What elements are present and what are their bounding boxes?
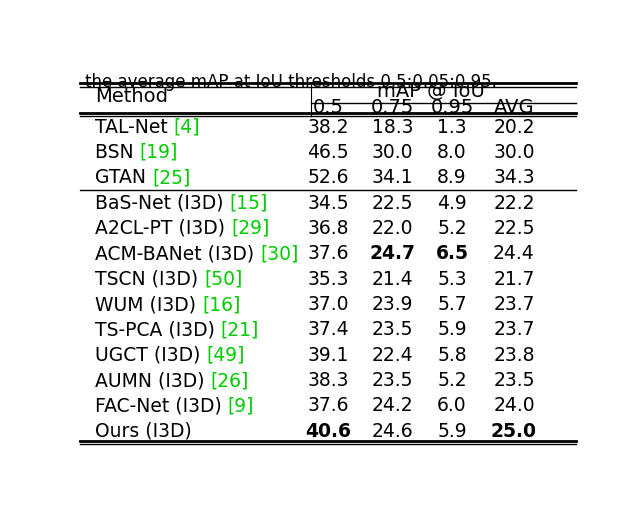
Text: 35.3: 35.3 [307, 270, 349, 289]
Text: 24.0: 24.0 [493, 397, 535, 415]
Text: 34.1: 34.1 [372, 168, 413, 187]
Text: 5.9: 5.9 [437, 320, 467, 339]
Text: 34.3: 34.3 [493, 168, 535, 187]
Text: 0.95: 0.95 [430, 98, 474, 117]
Text: BSN: BSN [95, 143, 140, 162]
Text: 52.6: 52.6 [307, 168, 349, 187]
Text: 5.3: 5.3 [437, 270, 467, 289]
Text: 23.8: 23.8 [493, 346, 535, 365]
Text: TS-PCA (I3D): TS-PCA (I3D) [95, 320, 221, 339]
Text: 5.8: 5.8 [437, 346, 467, 365]
Text: 21.7: 21.7 [493, 270, 535, 289]
Text: [19]: [19] [140, 143, 178, 162]
Text: 23.5: 23.5 [493, 371, 535, 390]
Text: 4.9: 4.9 [437, 194, 467, 212]
Text: 0.75: 0.75 [371, 98, 414, 117]
Text: 18.3: 18.3 [372, 117, 413, 136]
Text: AVG: AVG [493, 98, 534, 117]
Text: 39.1: 39.1 [307, 346, 349, 365]
Text: 21.4: 21.4 [372, 270, 413, 289]
Text: TAL-Net: TAL-Net [95, 117, 173, 136]
Text: 24.7: 24.7 [369, 244, 415, 263]
Text: ACM-BANet (I3D): ACM-BANet (I3D) [95, 244, 260, 263]
Text: 30.0: 30.0 [493, 143, 535, 162]
Text: Method: Method [95, 87, 168, 106]
Text: 22.4: 22.4 [372, 346, 413, 365]
Text: 22.5: 22.5 [493, 219, 535, 238]
Text: the average mAP at IoU thresholds 0.5:0.05:0.95.: the average mAP at IoU thresholds 0.5:0.… [85, 73, 497, 91]
Text: 0.5: 0.5 [312, 98, 344, 117]
Text: 22.0: 22.0 [372, 219, 413, 238]
Text: [49]: [49] [206, 346, 244, 365]
Text: [4]: [4] [173, 117, 200, 136]
Text: 6.0: 6.0 [437, 397, 467, 415]
Text: mAP @ IoU: mAP @ IoU [377, 82, 485, 100]
Text: 37.4: 37.4 [307, 320, 349, 339]
Text: 5.9: 5.9 [437, 422, 467, 441]
Text: [16]: [16] [202, 295, 240, 314]
Text: Ours (I3D): Ours (I3D) [95, 422, 191, 441]
Text: BaS-Net (I3D): BaS-Net (I3D) [95, 194, 229, 212]
Text: 46.5: 46.5 [307, 143, 349, 162]
Text: 38.3: 38.3 [307, 371, 349, 390]
Text: 30.0: 30.0 [372, 143, 413, 162]
Text: 24.4: 24.4 [493, 244, 535, 263]
Text: GTAN: GTAN [95, 168, 152, 187]
Text: 5.2: 5.2 [437, 219, 467, 238]
Text: FAC-Net (I3D): FAC-Net (I3D) [95, 397, 228, 415]
Text: 1.3: 1.3 [437, 117, 467, 136]
Text: 24.2: 24.2 [372, 397, 413, 415]
Text: [30]: [30] [260, 244, 298, 263]
Text: 38.2: 38.2 [307, 117, 349, 136]
Text: 23.5: 23.5 [372, 371, 413, 390]
Text: 36.8: 36.8 [307, 219, 349, 238]
Text: 34.5: 34.5 [307, 194, 349, 212]
Text: 23.5: 23.5 [372, 320, 413, 339]
Text: A2CL-PT (I3D): A2CL-PT (I3D) [95, 219, 231, 238]
Text: 23.9: 23.9 [372, 295, 413, 314]
Text: 8.0: 8.0 [437, 143, 467, 162]
Text: TSCN (I3D): TSCN (I3D) [95, 270, 204, 289]
Text: 37.6: 37.6 [307, 397, 349, 415]
Text: 6.5: 6.5 [435, 244, 468, 263]
Text: WUM (I3D): WUM (I3D) [95, 295, 202, 314]
Text: 8.9: 8.9 [437, 168, 467, 187]
Text: AUMN (I3D): AUMN (I3D) [95, 371, 211, 390]
Text: 37.6: 37.6 [307, 244, 349, 263]
Text: 5.2: 5.2 [437, 371, 467, 390]
Text: 37.0: 37.0 [307, 295, 349, 314]
Text: [29]: [29] [231, 219, 269, 238]
Text: 23.7: 23.7 [493, 295, 535, 314]
Text: 22.5: 22.5 [372, 194, 413, 212]
Text: [50]: [50] [204, 270, 243, 289]
Text: 20.2: 20.2 [493, 117, 535, 136]
Text: 24.6: 24.6 [372, 422, 413, 441]
Text: 40.6: 40.6 [305, 422, 351, 441]
Text: 22.2: 22.2 [493, 194, 535, 212]
Text: 5.7: 5.7 [437, 295, 467, 314]
Text: UGCT (I3D): UGCT (I3D) [95, 346, 206, 365]
Text: [26]: [26] [211, 371, 249, 390]
Text: 25.0: 25.0 [491, 422, 537, 441]
Text: [9]: [9] [228, 397, 254, 415]
Text: [15]: [15] [229, 194, 268, 212]
Text: 23.7: 23.7 [493, 320, 535, 339]
Text: [25]: [25] [152, 168, 190, 187]
Text: [21]: [21] [221, 320, 259, 339]
